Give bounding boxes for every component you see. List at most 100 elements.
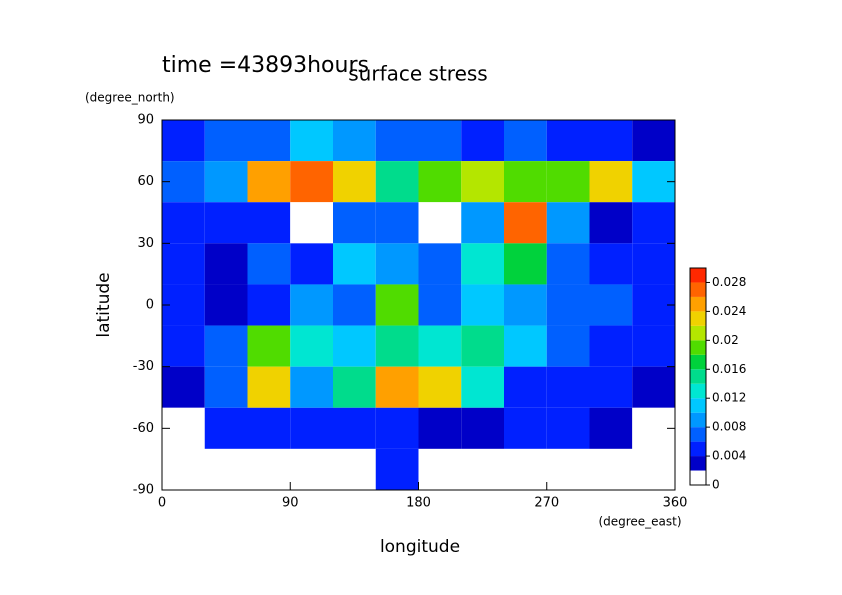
- field-cell: [418, 161, 462, 203]
- field-cell: [461, 284, 504, 326]
- x-tick-label: 360: [663, 496, 688, 511]
- field-cell: [546, 243, 590, 285]
- x-tick-label: 180: [406, 496, 431, 511]
- field-cell: [546, 325, 590, 367]
- chart-subtitle: time =43893hours: [162, 53, 369, 78]
- field-cell: [375, 448, 419, 490]
- field-cell: [589, 284, 633, 326]
- field-cell: [204, 243, 248, 285]
- field-cell: [333, 120, 376, 162]
- field-cell: [461, 202, 504, 244]
- field-cell: [375, 120, 419, 162]
- colorbar-segment: [690, 311, 706, 326]
- colorbar-tick-label: 0.012: [712, 391, 746, 405]
- field-cell: [461, 407, 504, 449]
- field-cell: [290, 325, 333, 367]
- y-tick-label: -90: [133, 483, 154, 498]
- field-cell: [162, 120, 205, 162]
- field-cell: [589, 120, 633, 162]
- colorbar-segment: [690, 340, 706, 355]
- x-axis-label: longitude: [380, 537, 460, 557]
- field-cell: [418, 202, 462, 244]
- colorbar-segment: [690, 268, 706, 283]
- field-cell: [162, 243, 205, 285]
- y-tick-label: 90: [137, 113, 154, 128]
- field-cell: [418, 366, 462, 408]
- field-cell: [504, 284, 547, 326]
- field-cell: [461, 448, 504, 490]
- field-cell: [461, 161, 504, 203]
- field-cell: [204, 161, 248, 203]
- field-cell: [290, 202, 333, 244]
- colorbar-tick-label: 0.004: [712, 449, 746, 463]
- field-cell: [632, 120, 675, 162]
- field-cell: [333, 366, 376, 408]
- y-tick-label: -60: [133, 421, 154, 436]
- field-cell: [375, 284, 419, 326]
- field-cell: [589, 202, 633, 244]
- field-cell: [418, 407, 462, 449]
- field-cell: [504, 243, 547, 285]
- field-cell: [461, 366, 504, 408]
- field-cell: [204, 366, 248, 408]
- field-cell: [333, 202, 376, 244]
- field-cell: [504, 366, 547, 408]
- field-cell: [333, 407, 376, 449]
- field-cell: [632, 366, 675, 408]
- colorbar-segment: [690, 282, 706, 297]
- x-tick-label: 270: [534, 496, 559, 511]
- field-cell: [589, 243, 633, 285]
- colorbar-segment: [690, 369, 706, 384]
- field-cell: [247, 284, 291, 326]
- field-cell: [162, 325, 205, 367]
- field-cell: [247, 366, 291, 408]
- field-cell: [418, 448, 462, 490]
- colorbar-segment: [690, 325, 706, 341]
- field-cell: [247, 243, 291, 285]
- field-cell: [290, 366, 333, 408]
- colorbar-segment: [690, 412, 706, 428]
- field-cell: [504, 120, 547, 162]
- field-cell: [546, 120, 590, 162]
- y-units: (degree_north): [85, 91, 175, 105]
- colorbar-tick-label: 0: [712, 478, 720, 492]
- field-cell: [290, 161, 333, 203]
- field-cell: [589, 161, 633, 203]
- field-cell: [632, 448, 675, 490]
- field-cell: [375, 325, 419, 367]
- field-cell: [204, 325, 248, 367]
- y-axis-label: latitude: [94, 272, 114, 337]
- field-cell: [461, 325, 504, 367]
- field-cell: [290, 407, 333, 449]
- field-cell: [461, 120, 504, 162]
- field-cell: [504, 202, 547, 244]
- field-cell: [504, 325, 547, 367]
- field-cell: [162, 366, 205, 408]
- field-cell: [333, 243, 376, 285]
- colorbar-segment: [690, 470, 706, 485]
- field-cell: [589, 448, 633, 490]
- y-tick-label: 0: [146, 298, 154, 313]
- field-cell: [375, 202, 419, 244]
- colorbar-segment: [690, 456, 706, 471]
- field-cell: [375, 243, 419, 285]
- field-cell: [546, 161, 590, 203]
- colorbar-tick-label: 0.028: [712, 275, 746, 289]
- field-cell: [333, 448, 376, 490]
- field-cell: [162, 202, 205, 244]
- field-cell: [589, 366, 633, 408]
- field-cell: [418, 284, 462, 326]
- field-cell: [504, 407, 547, 449]
- field-cell: [546, 448, 590, 490]
- field-cell: [375, 407, 419, 449]
- field-cell: [632, 243, 675, 285]
- field-cell: [290, 120, 333, 162]
- colorbar-segment: [690, 441, 706, 457]
- field-cell: [375, 366, 419, 408]
- field-cell: [418, 243, 462, 285]
- y-tick-label: -30: [133, 359, 154, 374]
- y-tick-label: 60: [137, 174, 154, 189]
- field-cell: [418, 120, 462, 162]
- colorbar-segment: [690, 427, 706, 442]
